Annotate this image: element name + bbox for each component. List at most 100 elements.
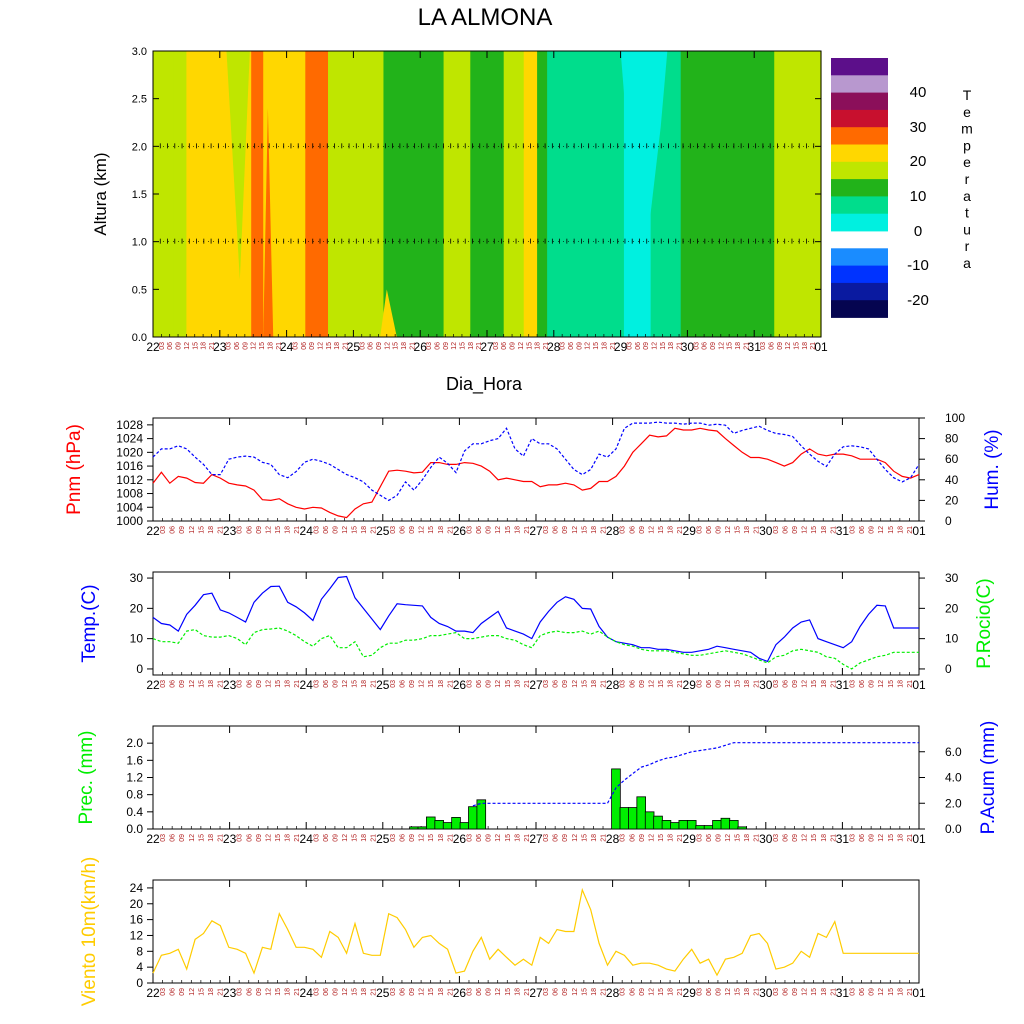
pressure-hour-label: 09 — [332, 526, 339, 534]
pressure-day-label: 22 — [146, 524, 160, 538]
wind-hour-label: 21 — [601, 988, 608, 996]
temperature-hour-label: 09 — [256, 680, 263, 688]
pressure-day-label: 31 — [836, 524, 850, 538]
profile-day-label: 01 — [814, 340, 828, 354]
temp-band — [680, 51, 735, 337]
colorbar-segment — [831, 161, 888, 180]
precip-bar — [678, 820, 689, 830]
colorbar-label: -20 — [907, 292, 929, 309]
temperature-hour-label: 03 — [313, 680, 320, 688]
precip-bar — [661, 820, 672, 830]
colorbar-title-letter: t — [965, 205, 969, 221]
precip-hour-label: 15 — [275, 834, 282, 842]
pressure-hour-label: 12 — [878, 526, 885, 534]
pressure-hour-label: 03 — [160, 526, 167, 534]
profile-hour-label: 15 — [459, 342, 466, 350]
precip-hour-label: 06 — [553, 834, 560, 842]
wind-hour-label: 15 — [581, 988, 588, 996]
precip-hour-label: 15 — [811, 834, 818, 842]
precip-hour-label: 12 — [878, 834, 885, 842]
temperature-hour-label: 12 — [878, 680, 885, 688]
wind-y-tick-label: 12 — [130, 928, 144, 942]
temperature-day-label: 27 — [529, 678, 543, 692]
precip-hour-label: 03 — [543, 834, 550, 842]
wind-hour-label: 21 — [754, 988, 761, 996]
colorbar-segment — [831, 179, 888, 197]
colorbar-segment — [831, 144, 888, 163]
pressure-y-tick-label-right: 60 — [945, 452, 959, 466]
wind-hour-label: 18 — [668, 988, 675, 996]
pressure-hour-label: 15 — [275, 526, 282, 534]
precip-y-tick-label: 2.0 — [126, 736, 143, 750]
precip-bar — [628, 807, 638, 830]
wind-day-label: 29 — [683, 986, 697, 1000]
temperature-hour-label: 06 — [323, 680, 330, 688]
precip-hour-label: 09 — [869, 834, 876, 842]
wind-hour-label: 03 — [160, 988, 167, 996]
temperature-hour-label: 21 — [371, 680, 378, 688]
precip-hour-label: 06 — [399, 834, 406, 842]
precip-hour-label: 12 — [342, 834, 349, 842]
colorbar-label: 10 — [910, 188, 927, 205]
temp-band — [410, 51, 445, 337]
pressure-hour-label: 21 — [601, 526, 608, 534]
cold-tongue — [620, 51, 668, 299]
precip-hour-label: 09 — [792, 834, 799, 842]
precip-hour-label: 06 — [170, 834, 177, 842]
colorbar-segment — [831, 196, 888, 215]
pressure-hour-label: 15 — [581, 526, 588, 534]
pressure-hour-label: 15 — [888, 526, 895, 534]
pressure-y-tick-label: 1004 — [116, 500, 143, 514]
precip-y-tick-label: 1.2 — [126, 771, 143, 785]
precip-hour-label: 12 — [802, 834, 809, 842]
temperature-hour-label: 15 — [352, 680, 359, 688]
pressure-hour-label: 12 — [572, 526, 579, 534]
temperature-hour-label: 15 — [198, 680, 205, 688]
profile-hour-label: 21 — [610, 342, 617, 350]
temperature-hour-label: 09 — [409, 680, 416, 688]
warm-tongue — [263, 108, 274, 337]
precip-bar — [670, 822, 680, 830]
temperature-day-label: 28 — [606, 678, 620, 692]
wind-hour-label: 18 — [208, 988, 215, 996]
wind-hour-label: 09 — [409, 988, 416, 996]
temperature-hour-label: 15 — [811, 680, 818, 688]
wind-hour-label: 06 — [629, 988, 636, 996]
precip-hour-label: 12 — [265, 834, 272, 842]
temperature-hour-label: 06 — [782, 680, 789, 688]
temperature-hour-label: 06 — [629, 680, 636, 688]
precip-y-tick-label: 0.0 — [126, 822, 143, 836]
wind-hour-label: 09 — [486, 988, 493, 996]
precip-day-label: 26 — [453, 832, 467, 846]
pressure-hour-label: 09 — [562, 526, 569, 534]
precip-hour-label: 09 — [332, 834, 339, 842]
wind-hour-label: 15 — [811, 988, 818, 996]
pressure-hour-label: 06 — [706, 526, 713, 534]
wind-series-line — [152, 887, 919, 977]
pressure-hour-label: 09 — [486, 526, 493, 534]
wind-hour-label: 21 — [907, 988, 914, 996]
profile-hour-label: 15 — [793, 342, 800, 350]
profile-hour-label: 12 — [318, 342, 325, 350]
pressure-y-tick-label: 1016 — [116, 459, 143, 473]
colorbar-label: 40 — [910, 84, 927, 101]
precip-series-line — [472, 742, 919, 807]
profile-day-label: 23 — [213, 340, 227, 354]
pressure-right-axis-label: Hum. (%) — [982, 429, 1003, 509]
pressure-hour-label: 15 — [505, 526, 512, 534]
precip-bar — [611, 768, 621, 830]
temp-band — [470, 51, 505, 337]
wind-hour-label: 12 — [189, 988, 196, 996]
profile-hour-label: 03 — [226, 342, 233, 350]
wind-hour-label: 06 — [246, 988, 253, 996]
pressure-y-tick-label-right: 80 — [945, 432, 959, 446]
profile-day-label: 28 — [547, 340, 561, 354]
pressure-hour-label: 21 — [524, 526, 531, 534]
wind-hour-label: 12 — [878, 988, 885, 996]
wind-hour-label: 06 — [706, 988, 713, 996]
wind-frame — [152, 879, 920, 984]
profile-hour-label: 18 — [201, 342, 208, 350]
wind-day-label: 01 — [912, 986, 926, 1000]
profile-hour-label: 09 — [576, 342, 583, 350]
profile-hour-label: 21 — [743, 342, 750, 350]
